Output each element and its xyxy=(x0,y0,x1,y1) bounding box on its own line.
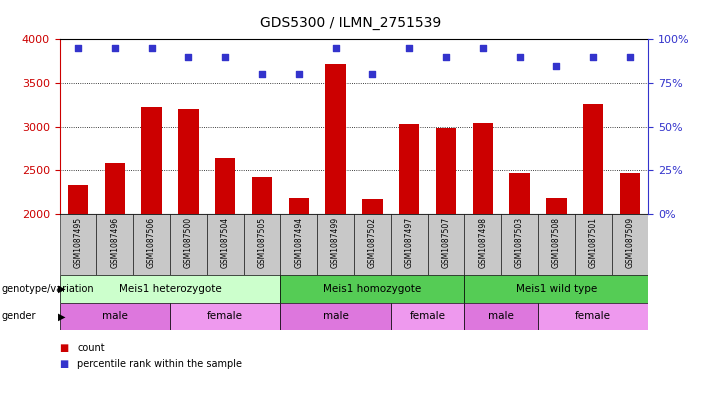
Bar xyxy=(510,173,530,214)
FancyBboxPatch shape xyxy=(391,214,428,275)
Text: GSM1087495: GSM1087495 xyxy=(74,217,83,268)
Point xyxy=(146,45,157,51)
Bar xyxy=(252,178,272,214)
Point xyxy=(72,45,83,51)
Text: GSM1087504: GSM1087504 xyxy=(221,217,230,268)
Text: GSM1087503: GSM1087503 xyxy=(515,217,524,268)
Bar xyxy=(436,129,456,214)
Text: Meis1 wild type: Meis1 wild type xyxy=(516,284,597,294)
Point xyxy=(440,53,451,60)
Text: GSM1087508: GSM1087508 xyxy=(552,217,561,268)
Point xyxy=(404,45,415,51)
Text: female: female xyxy=(207,311,243,321)
Text: ■: ■ xyxy=(60,358,69,369)
Text: GSM1087505: GSM1087505 xyxy=(257,217,266,268)
Bar xyxy=(325,64,346,214)
Point xyxy=(257,71,268,77)
Point xyxy=(587,53,599,60)
Point xyxy=(219,53,231,60)
Text: Meis1 homozygote: Meis1 homozygote xyxy=(323,284,421,294)
Point xyxy=(367,71,378,77)
Text: GSM1087506: GSM1087506 xyxy=(147,217,156,268)
Text: count: count xyxy=(77,343,104,353)
Text: gender: gender xyxy=(1,311,36,321)
Bar xyxy=(391,303,465,330)
FancyBboxPatch shape xyxy=(465,214,501,275)
FancyBboxPatch shape xyxy=(280,214,317,275)
Text: GSM1087494: GSM1087494 xyxy=(294,217,304,268)
Text: male: male xyxy=(322,311,348,321)
Bar xyxy=(465,275,648,303)
Point xyxy=(109,45,121,51)
Point xyxy=(293,71,304,77)
FancyBboxPatch shape xyxy=(501,214,538,275)
FancyBboxPatch shape xyxy=(538,214,575,275)
Bar xyxy=(289,198,309,214)
Point xyxy=(625,53,636,60)
Text: GSM1087509: GSM1087509 xyxy=(625,217,634,268)
Text: GSM1087500: GSM1087500 xyxy=(184,217,193,268)
Text: percentile rank within the sample: percentile rank within the sample xyxy=(77,358,242,369)
Text: GSM1087498: GSM1087498 xyxy=(478,217,487,268)
FancyBboxPatch shape xyxy=(575,214,612,275)
Bar xyxy=(583,104,604,214)
Text: ▶: ▶ xyxy=(58,311,66,321)
Bar xyxy=(104,163,125,214)
FancyBboxPatch shape xyxy=(60,214,97,275)
FancyBboxPatch shape xyxy=(133,214,170,275)
Bar xyxy=(60,275,280,303)
Text: GSM1087501: GSM1087501 xyxy=(589,217,598,268)
Text: GSM1087507: GSM1087507 xyxy=(442,217,451,268)
Text: GSM1087497: GSM1087497 xyxy=(404,217,414,268)
Point xyxy=(477,45,489,51)
Text: male: male xyxy=(102,311,128,321)
Bar xyxy=(546,198,566,214)
Bar xyxy=(170,303,280,330)
Text: female: female xyxy=(409,311,446,321)
Text: female: female xyxy=(576,311,611,321)
FancyBboxPatch shape xyxy=(97,214,133,275)
Text: GSM1087499: GSM1087499 xyxy=(331,217,340,268)
Text: GSM1087496: GSM1087496 xyxy=(110,217,119,268)
FancyBboxPatch shape xyxy=(612,214,648,275)
Text: GSM1087502: GSM1087502 xyxy=(368,217,377,268)
FancyBboxPatch shape xyxy=(317,214,354,275)
Bar xyxy=(178,109,198,214)
Point xyxy=(183,53,194,60)
Point xyxy=(330,45,341,51)
FancyBboxPatch shape xyxy=(207,214,244,275)
Bar xyxy=(399,124,419,214)
FancyBboxPatch shape xyxy=(244,214,280,275)
Bar xyxy=(280,275,465,303)
Bar xyxy=(620,173,640,214)
Point xyxy=(514,53,525,60)
Text: male: male xyxy=(489,311,514,321)
Bar xyxy=(538,303,648,330)
Text: ■: ■ xyxy=(60,343,69,353)
Bar xyxy=(472,123,493,214)
Bar xyxy=(68,185,88,214)
Bar xyxy=(362,199,383,214)
FancyBboxPatch shape xyxy=(428,214,465,275)
Text: Meis1 heterozygote: Meis1 heterozygote xyxy=(118,284,222,294)
Text: genotype/variation: genotype/variation xyxy=(1,284,94,294)
FancyBboxPatch shape xyxy=(354,214,391,275)
Text: GDS5300 / ILMN_2751539: GDS5300 / ILMN_2751539 xyxy=(260,16,441,30)
Text: ▶: ▶ xyxy=(58,284,66,294)
Bar xyxy=(280,303,391,330)
FancyBboxPatch shape xyxy=(170,214,207,275)
Bar xyxy=(142,107,162,214)
Bar xyxy=(465,303,538,330)
Bar xyxy=(60,303,170,330)
Bar xyxy=(215,158,236,214)
Point xyxy=(551,62,562,69)
